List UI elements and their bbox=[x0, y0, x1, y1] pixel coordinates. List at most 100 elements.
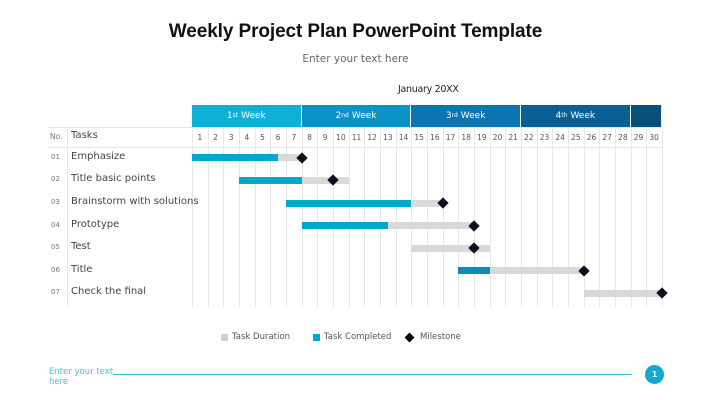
header-tasks: Tasks bbox=[71, 130, 98, 141]
day-gridline bbox=[223, 128, 225, 308]
day-label: 27 bbox=[602, 133, 612, 142]
day-label: 18 bbox=[461, 133, 471, 142]
task-name: Prototype bbox=[71, 218, 120, 230]
day-label: 26 bbox=[586, 133, 597, 142]
legend-duration-label: Task Duration bbox=[232, 332, 290, 342]
task-name: Test bbox=[71, 241, 91, 253]
day-gridline bbox=[646, 128, 648, 308]
task-name: Brainstorm with solutions bbox=[71, 196, 199, 207]
day-label: 20 bbox=[492, 133, 503, 142]
diamond-icon bbox=[404, 332, 415, 342]
legend-duration: Task Duration bbox=[221, 332, 290, 342]
task-duration-bar[interactable] bbox=[458, 267, 584, 275]
day-gridline bbox=[552, 128, 554, 308]
day-label: 17 bbox=[445, 133, 456, 142]
day-gridline bbox=[536, 128, 538, 308]
day-gridline bbox=[239, 128, 240, 308]
header-no: No. bbox=[50, 132, 63, 141]
day-label: 22 bbox=[524, 133, 534, 142]
page-number-badge: 1 bbox=[645, 365, 664, 384]
day-gridline bbox=[301, 128, 303, 308]
duration-swatch-icon bbox=[221, 333, 228, 341]
week-number: 2 bbox=[335, 111, 342, 121]
tasks-separator bbox=[67, 128, 68, 308]
day-gridline bbox=[568, 128, 569, 308]
grid-line-header bbox=[48, 147, 662, 148]
day-label: 6 bbox=[275, 133, 281, 142]
day-gridline bbox=[599, 128, 601, 308]
day-gridline bbox=[286, 128, 287, 308]
milestone-diamond-icon[interactable] bbox=[656, 287, 668, 300]
day-gridline bbox=[442, 128, 444, 308]
day-label: 14 bbox=[398, 133, 409, 142]
day-label: 8 bbox=[307, 133, 312, 142]
day-gridline bbox=[364, 128, 366, 308]
task-number: 01 bbox=[51, 152, 60, 161]
day-label: 19 bbox=[477, 133, 487, 142]
legend-completed: Task Completed bbox=[313, 332, 391, 342]
day-gridline bbox=[458, 128, 460, 308]
day-label: 5 bbox=[260, 133, 265, 142]
task-number: 06 bbox=[51, 265, 60, 274]
day-gridline bbox=[254, 128, 256, 308]
day-label: 3 bbox=[228, 133, 234, 142]
month-label: January 20XX bbox=[398, 84, 459, 95]
day-label: 1 bbox=[197, 133, 203, 142]
day-label: 10 bbox=[336, 133, 346, 142]
task-completed-bar[interactable] bbox=[286, 199, 412, 207]
day-label: 25 bbox=[571, 133, 581, 142]
legend-milestone-label: Milestone bbox=[420, 332, 461, 342]
slide-subtitle[interactable]: Enter your text here bbox=[302, 53, 409, 65]
task-completed-bar[interactable] bbox=[458, 267, 490, 275]
slide-title: Weekly Project Plan PowerPoint Template bbox=[168, 21, 543, 42]
day-gridline bbox=[583, 128, 585, 308]
task-name: Check the final bbox=[71, 286, 147, 298]
task-name: Emphasize bbox=[71, 150, 126, 162]
legend-milestone: Milestone bbox=[404, 332, 461, 342]
day-gridline bbox=[192, 128, 193, 308]
task-name: Title basic points bbox=[71, 173, 156, 185]
task-number: 05 bbox=[51, 243, 60, 252]
day-label: 28 bbox=[618, 133, 628, 142]
day-label: 29 bbox=[633, 133, 644, 142]
day-gridline bbox=[521, 128, 522, 308]
week-number: 1 bbox=[226, 111, 233, 121]
week-number: 3 bbox=[445, 111, 452, 121]
day-gridline bbox=[348, 128, 350, 308]
task-number: 04 bbox=[51, 220, 60, 229]
task-number: 07 bbox=[51, 288, 60, 297]
day-gridline bbox=[317, 128, 319, 308]
footer-text[interactable]: Enter your text here bbox=[49, 367, 114, 387]
legend-completed-label: Task Completed bbox=[324, 332, 392, 342]
day-label: 2 bbox=[213, 133, 218, 142]
day-gridline bbox=[615, 128, 616, 308]
task-completed-bar[interactable] bbox=[301, 222, 388, 230]
day-gridline bbox=[270, 128, 272, 308]
day-gridline bbox=[380, 128, 381, 308]
task-completed-bar[interactable] bbox=[239, 176, 302, 184]
task-number: 02 bbox=[51, 175, 60, 184]
week-label: Week bbox=[241, 111, 266, 121]
task-duration-bar[interactable] bbox=[301, 222, 474, 230]
day-gridline bbox=[333, 128, 334, 308]
task-completed-bar[interactable] bbox=[192, 154, 279, 162]
day-label: 12 bbox=[367, 133, 377, 142]
day-gridline bbox=[630, 128, 632, 308]
day-label: 7 bbox=[291, 133, 297, 142]
day-gridline bbox=[662, 128, 663, 308]
day-label: 23 bbox=[539, 133, 550, 142]
completed-swatch-icon bbox=[313, 333, 320, 341]
task-duration-bar[interactable] bbox=[583, 289, 662, 297]
task-duration-bar[interactable] bbox=[411, 244, 490, 252]
day-gridline bbox=[505, 128, 507, 308]
task-name: Title bbox=[71, 263, 93, 275]
week-label: Week bbox=[460, 111, 486, 121]
week-number: 4 bbox=[555, 111, 562, 121]
day-gridline bbox=[411, 128, 413, 308]
footer-divider bbox=[113, 374, 632, 375]
day-gridline bbox=[427, 128, 428, 308]
day-label: 16 bbox=[430, 133, 440, 142]
